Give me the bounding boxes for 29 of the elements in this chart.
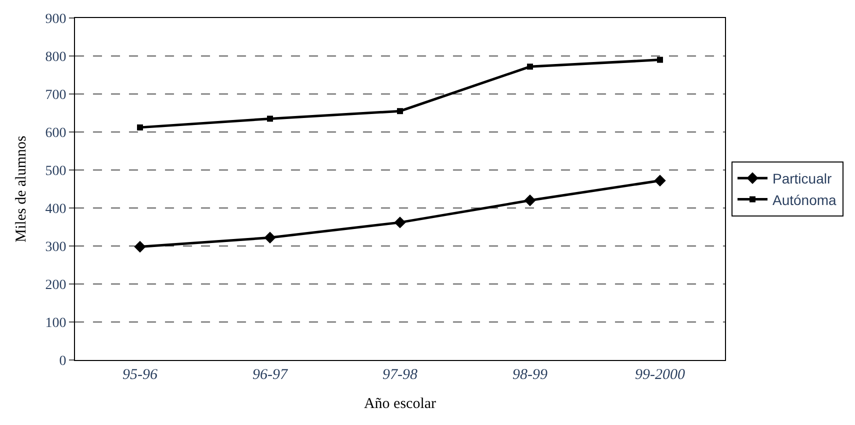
point: [397, 108, 403, 114]
point: [657, 56, 663, 63]
y-tick-label: 100: [45, 316, 66, 331]
point: [394, 216, 406, 228]
point: [654, 174, 666, 186]
y-axis-title: Miles de alumnos: [13, 136, 30, 242]
point: [134, 240, 146, 253]
point: [137, 124, 143, 130]
x-tick-label: 95-96: [122, 367, 158, 383]
x-tick-label: 99-2000: [635, 367, 686, 383]
y-tick-label: 900: [45, 12, 66, 27]
legend-label: Particualr: [772, 170, 832, 187]
point: [267, 116, 273, 122]
x-tick-label: 97-98: [382, 367, 418, 383]
x-axis-title: Año escolar: [364, 396, 436, 412]
y-tick-label: 600: [45, 126, 66, 141]
y-tick-label: 200: [45, 278, 66, 293]
point: [264, 232, 276, 244]
x-tick-label: 96-97: [252, 367, 289, 383]
y-tick-label: 300: [45, 240, 66, 255]
y-tick-label: 400: [45, 202, 66, 217]
y-tick-label: 700: [45, 88, 66, 103]
point: [524, 194, 536, 206]
x-tick-label: 98-99: [512, 367, 548, 383]
legend-label: Autónoma: [772, 192, 837, 208]
point: [527, 64, 533, 70]
y-tick-label: 0: [59, 354, 66, 369]
y-tick-label: 800: [45, 50, 66, 65]
y-tick-label: 500: [45, 164, 66, 179]
